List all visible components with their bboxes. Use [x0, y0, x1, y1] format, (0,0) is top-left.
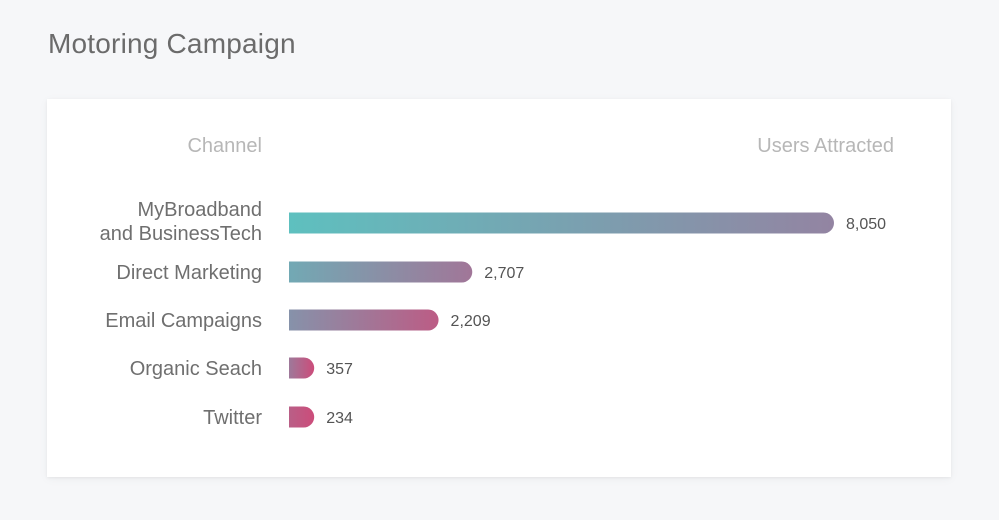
category-label-4: Twitter	[203, 407, 262, 429]
bar-value-label-2: 2,209	[451, 313, 491, 330]
category-label-2: Email Campaigns	[105, 310, 262, 332]
bar-0	[289, 212, 835, 234]
users-attracted-column-header: Users Attracted	[757, 135, 894, 157]
bar-value-label-3: 357	[326, 361, 353, 378]
category-label-1: Direct Marketing	[116, 262, 262, 284]
chart-card: Channel Users Attracted 8,050 MyBroadband…	[47, 99, 951, 477]
bar-value-label-1: 2,707	[484, 265, 524, 282]
page-title: Motoring Campaign	[48, 28, 296, 59]
users-attracted-bar-chart: Channel Users Attracted 8,050 MyBroadband…	[100, 135, 894, 429]
category-label-3: Organic Seach	[130, 358, 262, 380]
bar-2	[289, 309, 439, 331]
bar-value-label-0: 8,050	[846, 216, 886, 233]
bar-4	[289, 406, 315, 428]
bar-value-label-4: 234	[326, 410, 353, 427]
channel-column-header: Channel	[187, 135, 262, 157]
bar-3	[289, 357, 315, 379]
bar-1	[289, 261, 473, 283]
category-label-0: MyBroadband and BusinessTech	[100, 199, 262, 245]
